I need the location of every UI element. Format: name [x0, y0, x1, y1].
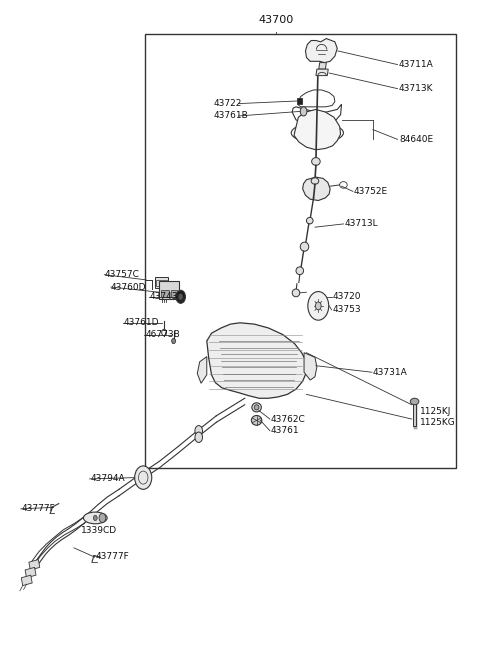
Ellipse shape [292, 289, 300, 297]
Text: 1125KG: 1125KG [420, 418, 456, 427]
Text: 43720: 43720 [333, 293, 361, 301]
Polygon shape [302, 177, 330, 201]
Text: 46773B: 46773B [145, 330, 180, 339]
Text: 43777F: 43777F [22, 504, 56, 514]
Ellipse shape [312, 157, 320, 165]
Circle shape [99, 514, 106, 522]
Text: 43761D: 43761D [124, 318, 159, 327]
Circle shape [135, 466, 152, 489]
Circle shape [172, 338, 176, 344]
Bar [297, 98, 301, 104]
Polygon shape [197, 357, 207, 383]
Text: 43760D: 43760D [111, 283, 146, 291]
Polygon shape [29, 560, 40, 570]
Polygon shape [25, 567, 36, 578]
Text: 43777F: 43777F [96, 552, 129, 562]
Circle shape [195, 426, 203, 436]
Ellipse shape [84, 512, 107, 523]
Circle shape [308, 291, 329, 320]
Bar [161, 290, 169, 297]
Text: 43731A: 43731A [373, 368, 408, 377]
Bar [145, 34, 456, 468]
Circle shape [300, 107, 307, 116]
Polygon shape [305, 39, 337, 62]
Text: 43752E: 43752E [354, 187, 388, 196]
Text: 43743D: 43743D [150, 293, 185, 301]
Text: 43757C: 43757C [105, 270, 140, 279]
Ellipse shape [300, 242, 309, 251]
Bar [413, 403, 417, 426]
Polygon shape [21, 575, 32, 586]
Ellipse shape [254, 405, 259, 410]
Ellipse shape [252, 415, 262, 425]
Ellipse shape [311, 178, 319, 184]
Ellipse shape [306, 217, 313, 224]
Polygon shape [316, 69, 328, 75]
Circle shape [162, 329, 167, 336]
Text: 43711A: 43711A [399, 60, 434, 69]
Text: 43713L: 43713L [344, 219, 378, 228]
Text: 43761B: 43761B [214, 112, 249, 121]
Ellipse shape [296, 267, 303, 275]
Bar [159, 281, 179, 298]
Circle shape [179, 293, 183, 300]
Text: 43753: 43753 [333, 305, 361, 314]
Bar [156, 280, 167, 287]
Circle shape [195, 432, 203, 443]
Circle shape [94, 516, 97, 520]
Polygon shape [304, 353, 317, 380]
Text: 43722: 43722 [214, 99, 242, 108]
Bar [171, 290, 177, 297]
Bar [155, 277, 168, 288]
Text: 1339CD: 1339CD [81, 526, 117, 535]
Text: 43761: 43761 [271, 426, 300, 436]
Text: 43762C: 43762C [271, 415, 306, 424]
Text: 1125KJ: 1125KJ [420, 407, 452, 416]
Ellipse shape [252, 403, 261, 412]
Circle shape [315, 302, 321, 310]
Ellipse shape [410, 398, 419, 405]
Polygon shape [207, 323, 306, 398]
Text: 43700: 43700 [258, 15, 293, 26]
Polygon shape [319, 62, 326, 69]
Text: 43713K: 43713K [399, 84, 433, 93]
Circle shape [176, 290, 185, 303]
Text: 84640E: 84640E [399, 135, 433, 144]
Polygon shape [294, 110, 341, 150]
Text: 43794A: 43794A [91, 474, 125, 483]
